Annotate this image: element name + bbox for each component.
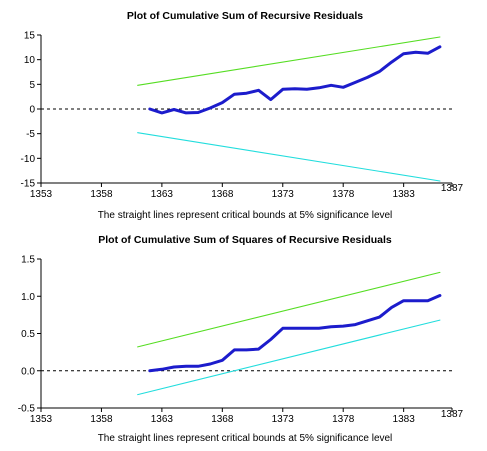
- y-tick-label: -0.5: [18, 404, 36, 415]
- x-tick-label: 1373: [272, 414, 295, 425]
- x-tick-label: 1358: [90, 414, 113, 425]
- x-tick-label: 1353: [30, 189, 53, 200]
- x-tick-label: 1387: [441, 409, 464, 420]
- x-tick-label: 1387: [441, 183, 464, 194]
- x-tick-label: 1378: [332, 414, 355, 425]
- lower-bound-line: [137, 319, 441, 396]
- x-tick-label: 1368: [211, 189, 234, 200]
- x-tick-label: 1383: [393, 189, 416, 200]
- chart-1: Plot of Cumulative Sum of Recursive Resi…: [21, 10, 464, 221]
- x-tick-label: 1378: [332, 189, 355, 200]
- x-tick-label: 1358: [90, 189, 113, 200]
- y-tick-label: 1.5: [21, 255, 35, 266]
- chart-note: The straight lines represent critical bo…: [98, 433, 393, 444]
- x-tick-label: 1373: [272, 189, 295, 200]
- y-tick-label: -15: [21, 179, 36, 190]
- chart-title: Plot of Cumulative Sum of Recursive Resi…: [127, 10, 363, 22]
- y-tick-label: -10: [21, 154, 36, 165]
- y-tick-label: -5: [26, 129, 35, 140]
- upper-bound-line: [137, 271, 441, 348]
- y-tick-label: 10: [24, 55, 36, 66]
- x-tick-label: 1363: [151, 189, 174, 200]
- chart-title: Plot of Cumulative Sum of Squares of Rec…: [98, 234, 392, 246]
- x-tick-label: 1353: [30, 414, 53, 425]
- chart-2: Plot of Cumulative Sum of Squares of Rec…: [18, 234, 464, 444]
- x-tick-label: 1368: [211, 414, 234, 425]
- y-tick-label: 5: [29, 80, 35, 91]
- lower-bound-line: [137, 132, 441, 182]
- y-tick-label: 0: [29, 105, 35, 116]
- x-tick-label: 1363: [151, 414, 174, 425]
- upper-bound-line: [137, 36, 441, 86]
- y-tick-label: 0.5: [21, 329, 35, 340]
- y-tick-label: 1.0: [21, 292, 35, 303]
- y-tick-label: 15: [24, 31, 36, 42]
- statistic-line: [148, 294, 442, 373]
- x-tick-label: 1383: [393, 414, 416, 425]
- chart-note: The straight lines represent critical bo…: [98, 210, 393, 221]
- y-tick-label: 0.0: [21, 366, 35, 377]
- statistic-line: [148, 45, 442, 115]
